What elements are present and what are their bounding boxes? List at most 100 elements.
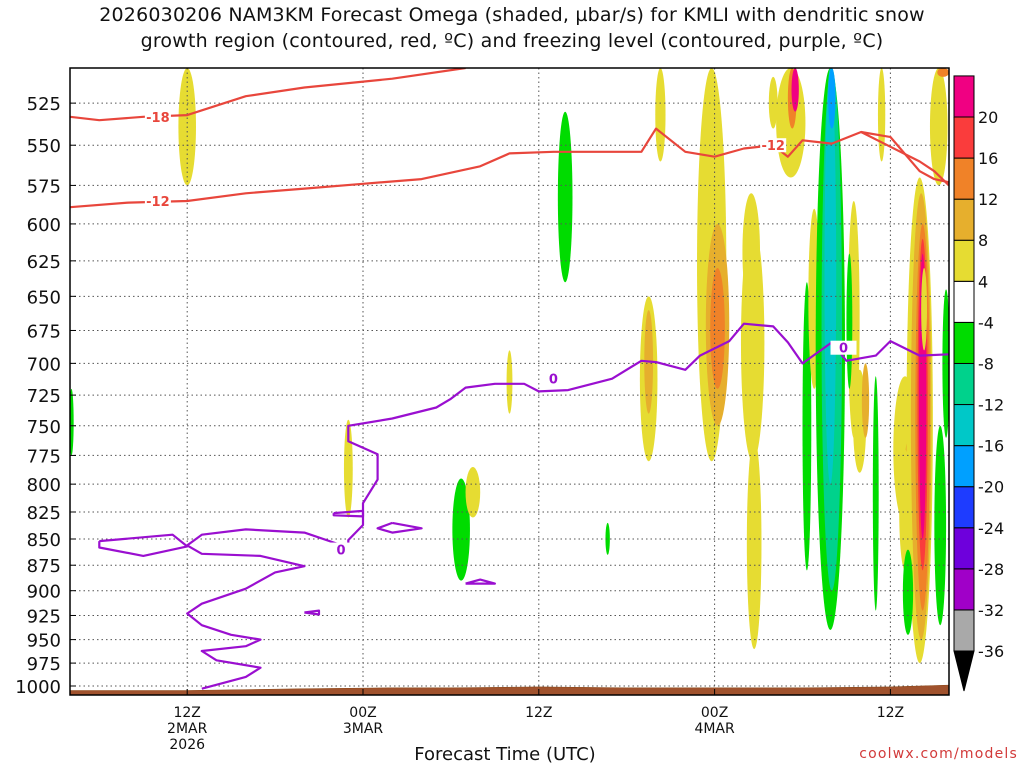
y-tick-label-525: 525: [27, 94, 61, 115]
y-tick-label-975: 975: [27, 654, 61, 675]
contour-label-zero-right: 0: [839, 342, 848, 357]
colorbar-extend-low: [953, 650, 975, 692]
chart-title-line1: 2026030206 NAM3KM Forecast Omega (shaded…: [99, 4, 925, 26]
freezing-level-blob-3: [304, 609, 321, 616]
contour-label-zero-right-bg: [830, 340, 857, 355]
terrain-layer: [70, 684, 949, 695]
freezing-level-blob-1: [98, 533, 189, 557]
x-tick-label-54-1: 12Z: [877, 705, 904, 721]
contour-label-zero-left-bg: [328, 542, 355, 557]
omega-region-23: [824, 68, 837, 485]
colorbar-segment-0: [953, 609, 975, 652]
freezing-level-blob-2: [332, 509, 365, 518]
freezing-level-contour: [186, 322, 949, 690]
omega-region-1: [343, 419, 353, 518]
colorbar-segment-8: [953, 280, 975, 323]
colorbar-label-0: 20: [978, 108, 998, 127]
y-tick-label-625: 625: [27, 252, 61, 273]
colorbar-label-4: 4: [978, 272, 988, 291]
y-tick-label-875: 875: [27, 556, 61, 577]
contour-label-minus12: -12: [146, 195, 170, 210]
colorbar-segment-11: [953, 157, 975, 200]
colorbar-label-8: -16: [978, 437, 1004, 456]
x-axis-label: Forecast Time (UTC): [414, 744, 596, 765]
omega-region-30: [877, 68, 886, 162]
colorbar-segment-7: [953, 321, 975, 364]
omega-region-29: [872, 376, 879, 611]
colorbar-label-6: -8: [978, 354, 994, 373]
y-tick-label-675: 675: [27, 321, 61, 342]
y-tick-label-725: 725: [27, 386, 61, 407]
y-tick-label-950: 950: [27, 631, 61, 652]
omega-region-27: [861, 363, 870, 438]
colorbar-segment-9: [953, 239, 975, 282]
x-tick-label-18-1: 00Z: [349, 705, 376, 721]
omega-region-44: [921, 268, 928, 351]
omega-region-24: [828, 68, 836, 129]
colorbar-label-1: 16: [978, 149, 998, 168]
contour-label-minus18: -18: [146, 111, 170, 126]
y-tick-label-600: 600: [27, 215, 61, 236]
plot-frame: [69, 67, 950, 696]
omega-region-6: [605, 522, 610, 555]
contour-label-zero: 0: [549, 373, 558, 388]
omega-region-9: [655, 68, 666, 162]
omega-region-3: [465, 467, 481, 518]
contour-label-minus12-right-bg: [760, 138, 787, 153]
colorbar-segment-3: [953, 486, 975, 529]
x-tick-label-42-2: 4MAR: [694, 721, 735, 737]
y-tick-label-1000: 1000: [15, 677, 61, 698]
colorbar-label-10: -24: [978, 519, 1004, 538]
colorbar-label-3: 8: [978, 231, 988, 250]
chart-title-line2: growth region (contoured, red, ºC) and f…: [140, 30, 884, 52]
omega-region-19: [802, 282, 812, 571]
colorbar-label-13: -36: [978, 642, 1004, 661]
colorbar-segment-10: [953, 198, 975, 241]
omega-region-45: [70, 388, 74, 456]
omega-region-42: [942, 289, 949, 438]
contour-label-minus18-bg: [144, 109, 171, 124]
x-tick-label-42-1: 00Z: [701, 705, 728, 721]
colorbar-segment-6: [953, 362, 975, 406]
credit-link[interactable]: coolwx.com/models: [859, 746, 1018, 762]
omega-region-40: [929, 68, 948, 186]
contour-label-minus12-right: -12: [761, 139, 785, 154]
y-tick-label-700: 700: [27, 354, 61, 375]
omega-region-15: [746, 437, 762, 650]
x-tick-label-6-2: 2MAR: [167, 721, 208, 737]
colorbar-label-5: -4: [978, 313, 994, 332]
y-tick-label-775: 775: [27, 446, 61, 467]
colorbar-label-7: -12: [978, 396, 1004, 415]
freezing-level-blob-4: [376, 521, 423, 534]
y-tick-label-800: 800: [27, 475, 61, 496]
omega-region-14: [742, 193, 761, 311]
colorbar-segment-4: [953, 445, 975, 488]
colorbar-label-11: -28: [978, 560, 1004, 579]
dgz-contour-minus18: [70, 68, 466, 122]
omega-region-43: [934, 425, 947, 626]
y-tick-label-575: 575: [27, 176, 61, 197]
y-tick-label-900: 900: [27, 582, 61, 603]
terrain-ground: [70, 684, 949, 695]
contour-label-zero-bg: [540, 371, 567, 386]
colorbar-segment-1: [953, 568, 975, 611]
contour-label-zero-left: 0: [337, 544, 346, 559]
y-tick-label-650: 650: [27, 287, 61, 308]
colorbar: 20 16 12 8 4 -4 -8 -12 -16 -20 -24 -28 -32 -36: [953, 75, 1004, 692]
dgz-contour-minus12-right: [860, 131, 949, 187]
colorbar-segment-2: [953, 527, 975, 570]
omega-region-41: [937, 68, 949, 77]
omega-region-28: [846, 253, 853, 389]
freezing-level-blob-5: [465, 578, 496, 585]
contour-label-minus12-bg: [144, 194, 171, 209]
omega-region-12: [710, 268, 725, 389]
colorbar-segment-5: [953, 404, 975, 447]
omega-region-39: [902, 549, 914, 635]
y-tick-label-750: 750: [27, 417, 61, 438]
axis-layer: 525 550 575 600 625 650 675 700 725 750 775 800 825 8…: [15, 94, 904, 753]
y-tick-label-550: 550: [27, 136, 61, 157]
colorbar-segment-13: [953, 75, 975, 118]
x-tick-label-30-1: 12Z: [525, 705, 552, 721]
y-tick-label-925: 925: [27, 606, 61, 627]
